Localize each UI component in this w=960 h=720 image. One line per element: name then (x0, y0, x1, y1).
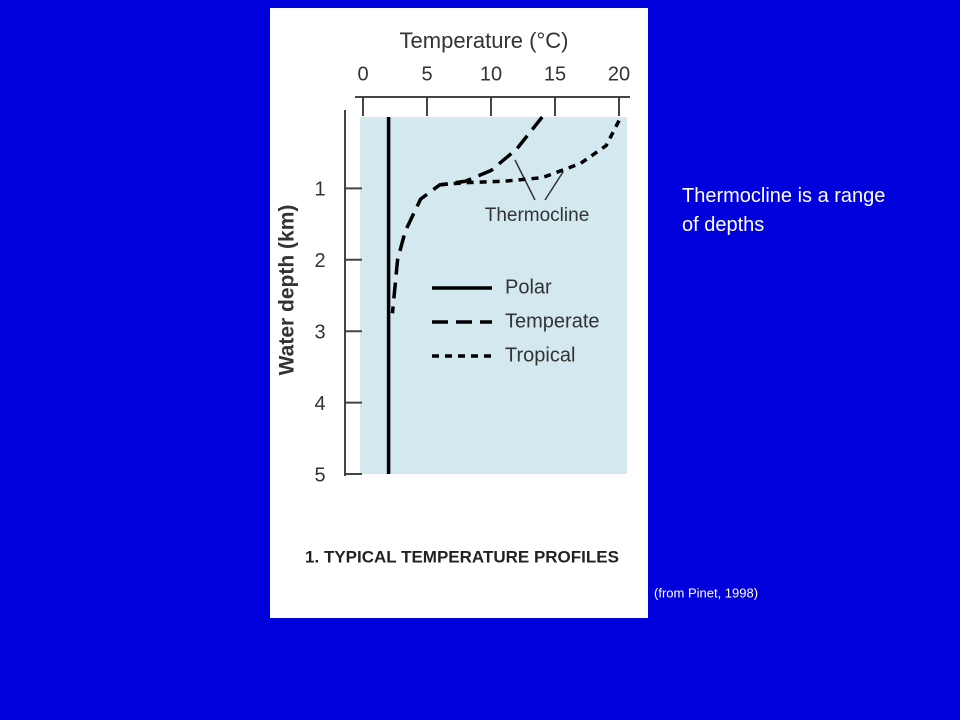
legend-label: Polar (505, 276, 552, 298)
slide-note: Thermocline is a range of depths (682, 185, 885, 236)
series-line (390, 115, 544, 314)
plot-area (360, 117, 627, 474)
series-line (439, 119, 621, 187)
y-tick-label: 5 (314, 464, 325, 486)
legend-label: Tropical (505, 344, 575, 366)
y-axis-label: Water depth (km) (276, 205, 299, 376)
source: (from Pinet, 1998) (654, 585, 758, 600)
x-tick-label: 0 (357, 63, 368, 85)
y-tick-label: 1 (314, 179, 325, 201)
x-tick-label: 5 (421, 63, 432, 85)
annotation: Thermocline (485, 205, 590, 226)
y-tick-label: 2 (314, 250, 325, 272)
x-tick-label: 10 (480, 63, 502, 85)
annotation-pointer (544, 171, 564, 201)
y-tick-label: 3 (314, 321, 325, 343)
caption: 1. TYPICAL TEMPERATURE PROFILES (305, 547, 619, 566)
legend-label: Temperate (505, 310, 600, 332)
chart-title: Temperature (°C) (400, 28, 569, 53)
x-tick-label: 20 (608, 63, 630, 85)
x-tick-label: 15 (544, 63, 566, 85)
y-tick-label: 4 (314, 393, 325, 415)
